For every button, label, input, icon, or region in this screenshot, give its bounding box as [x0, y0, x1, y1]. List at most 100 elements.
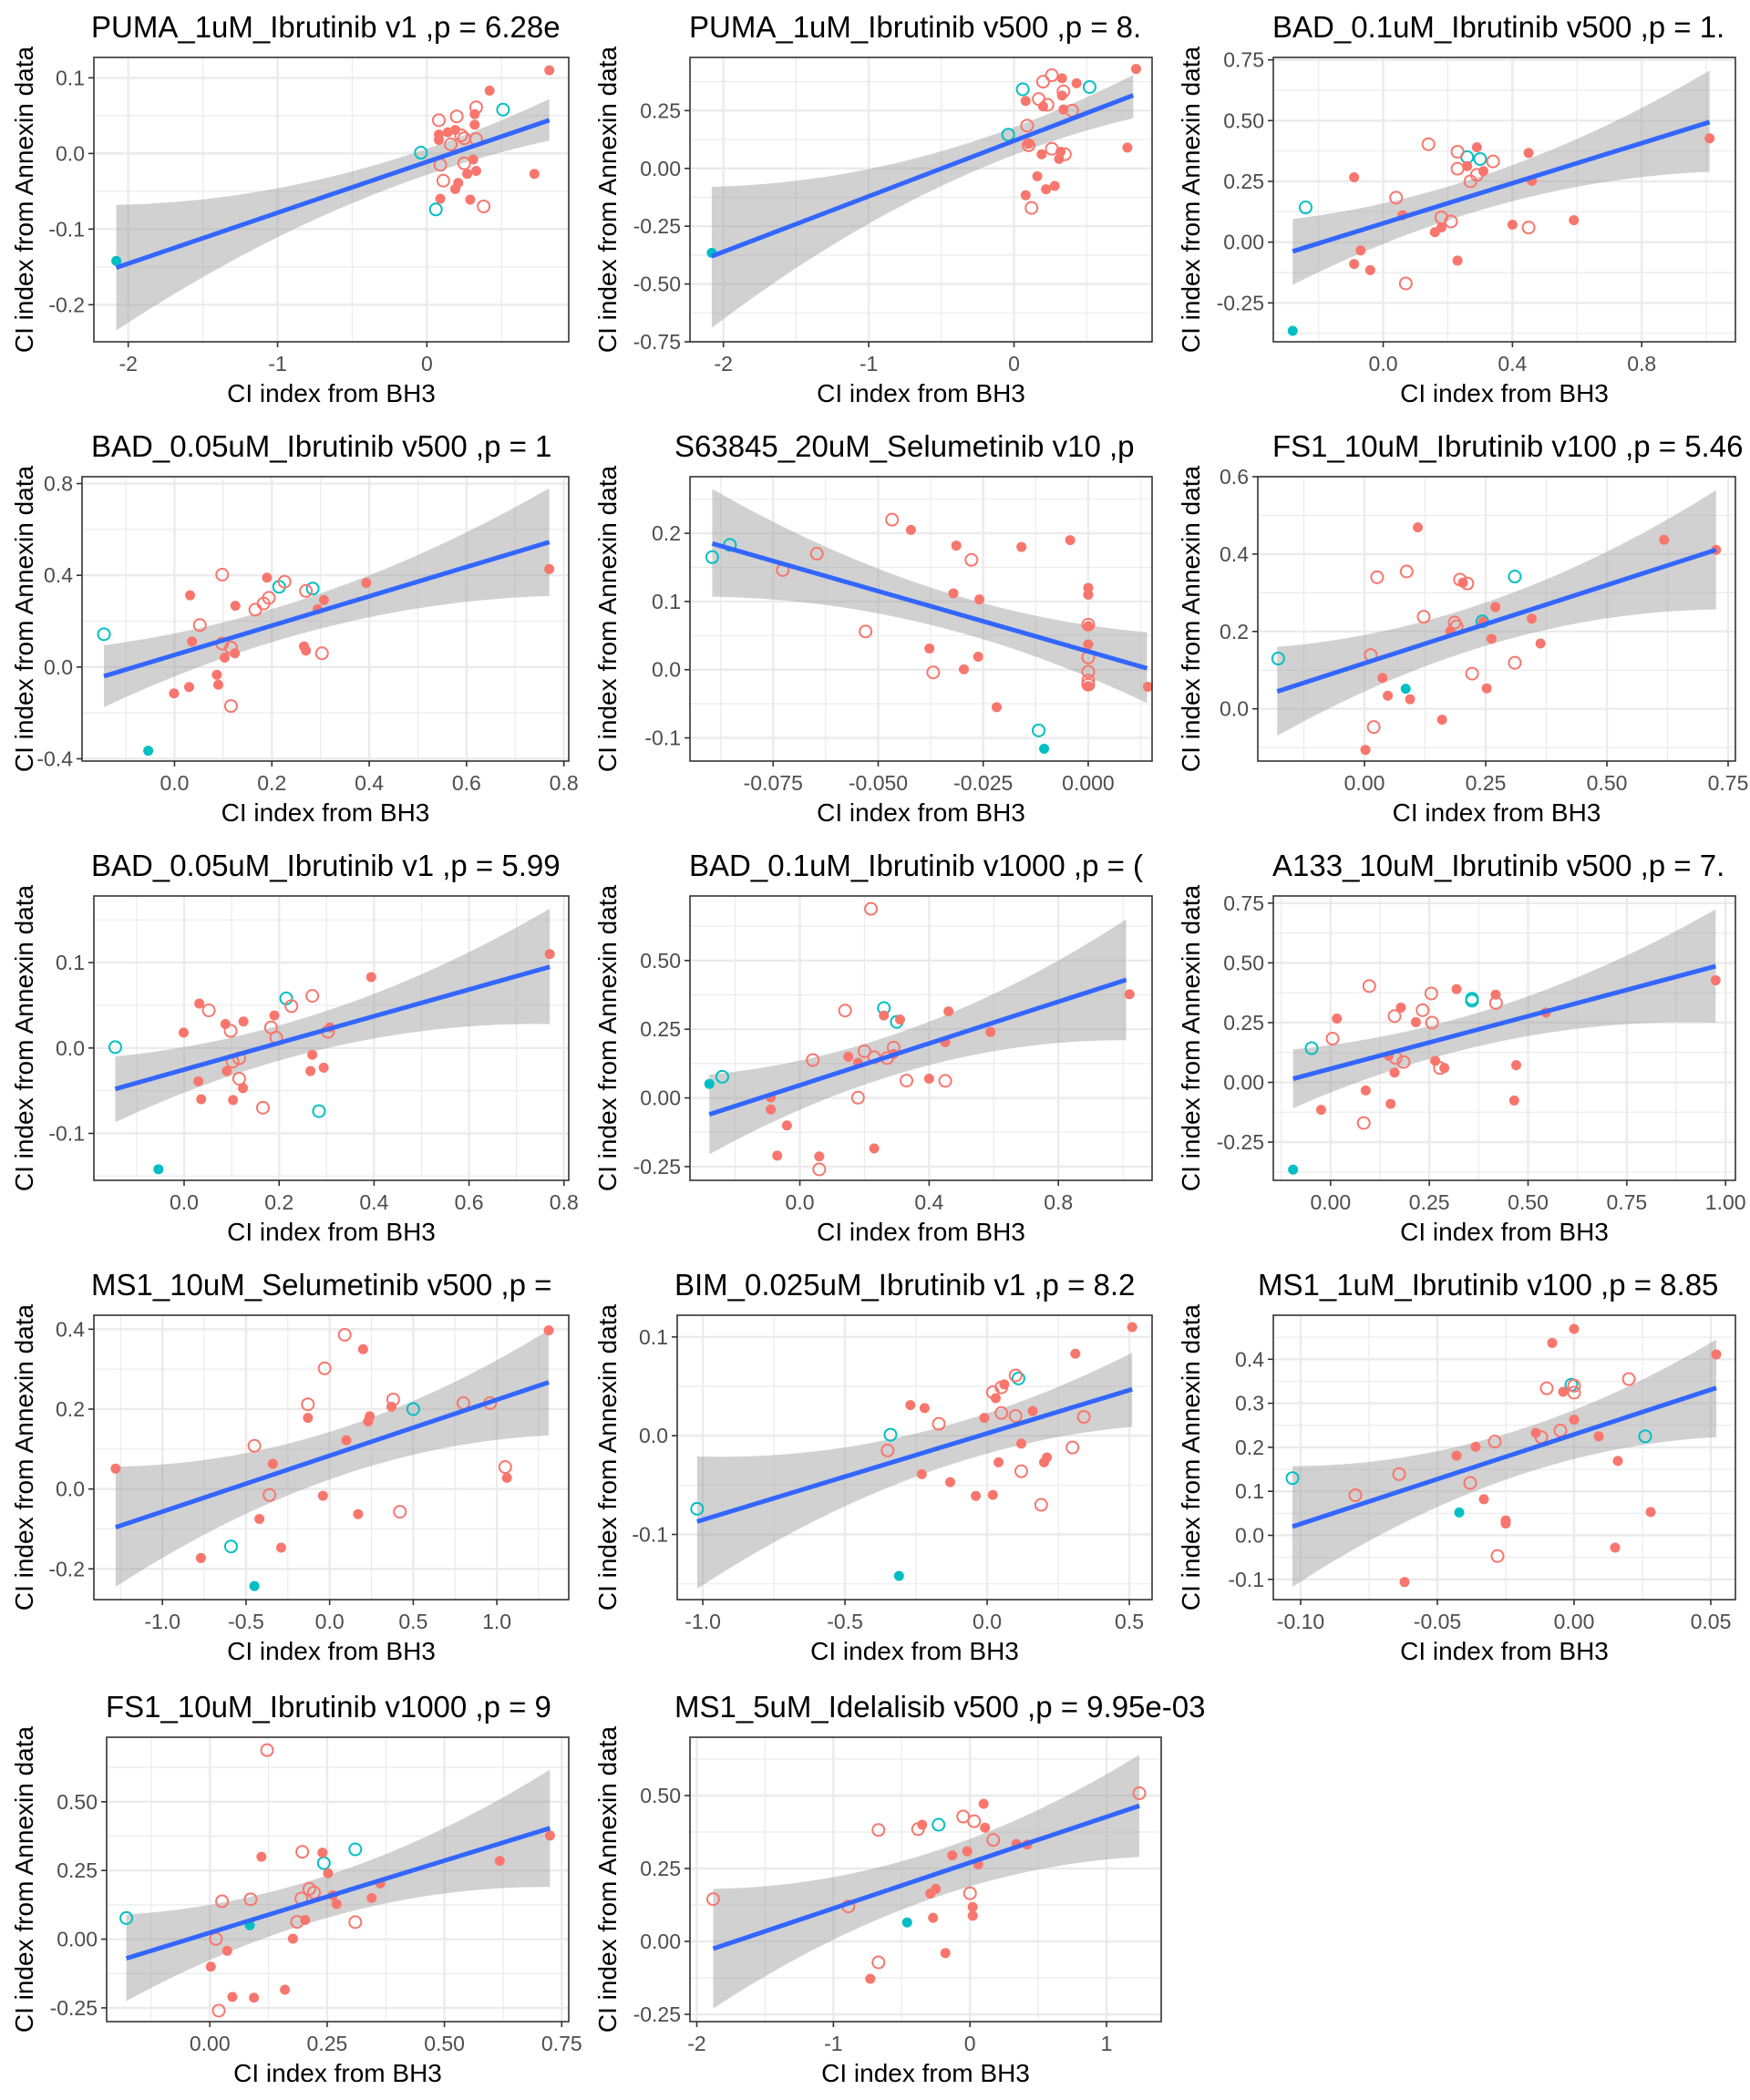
data-point — [110, 1463, 121, 1474]
data-point — [195, 1552, 206, 1563]
data-point — [1638, 1429, 1652, 1444]
regression-line — [1292, 119, 1711, 254]
y-tick-label: -0.25 — [633, 214, 681, 238]
data-point — [331, 1899, 342, 1910]
data-point — [1027, 1405, 1038, 1416]
panel-title: PUMA_1uM_Ibrutinib v500 ,p = 8. — [689, 10, 1141, 44]
data-point — [1488, 1435, 1502, 1449]
x-tick-label: 0.0 — [1369, 352, 1398, 376]
confidence-band — [1292, 70, 1710, 285]
x-tick-label: -1.0 — [144, 1610, 180, 1633]
data-point — [221, 1065, 232, 1076]
plot-border — [81, 476, 570, 762]
data-point — [1304, 1041, 1319, 1055]
y-tick-label: -0.25 — [1217, 1130, 1264, 1154]
data-point — [1424, 986, 1438, 1001]
data-point — [1142, 681, 1153, 692]
panel-5: -0.075 -0.050 -0.025 0.000 -0.1 0.0 0.1 0.2 CI i… — [593, 429, 1153, 827]
data-point — [1065, 1440, 1080, 1455]
confidence-band — [126, 1769, 551, 2002]
x-tick-label: 1.00 — [1705, 1190, 1746, 1214]
x-axis-title: CI index from BH3 — [233, 2059, 442, 2087]
data-point — [484, 86, 495, 97]
panel-8: 0.0 0.4 0.8 -0.25 0.00 0.25 0.50 CI index from … — [593, 849, 1153, 1246]
data-point — [715, 1069, 729, 1084]
x-tick-label: 0.50 — [1508, 1190, 1549, 1214]
y-axis-title: CI index from Annexin data — [593, 465, 622, 772]
y-axis-title: CI index from Annexin data — [10, 884, 38, 1191]
data-point — [967, 1814, 982, 1828]
data-point — [337, 1327, 352, 1342]
data-point — [1405, 694, 1415, 705]
data-point — [260, 1743, 274, 1757]
data-point — [223, 1024, 238, 1038]
x-tick-label: -0.5 — [228, 1610, 264, 1633]
data-point — [1454, 1507, 1465, 1518]
data-point — [1621, 1372, 1636, 1386]
data-point — [1439, 1063, 1450, 1074]
data-point — [1490, 602, 1501, 612]
data-point — [205, 1961, 216, 1972]
data-point — [985, 1026, 996, 1037]
data-point — [1500, 1518, 1511, 1529]
plot-border — [1272, 57, 1736, 343]
panel-10: -1.0 -0.5 0.0 0.5 1.0 -0.2 0.0 0.2 0.4 CI index f… — [10, 1268, 570, 1665]
data-point — [275, 1542, 286, 1553]
y-tick-label: 0.50 — [57, 1790, 98, 1814]
data-point — [1460, 576, 1475, 591]
data-point — [1478, 1494, 1489, 1505]
data-point — [1399, 564, 1414, 579]
confidence-band — [115, 1330, 549, 1587]
x-axis-title: CI index from BH3 — [1400, 1218, 1609, 1246]
data-point — [1710, 975, 1721, 986]
data-point — [501, 1472, 512, 1483]
y-tick-label: 0.25 — [1223, 1011, 1264, 1035]
data-point — [1508, 570, 1522, 584]
y-tick-label: 0.4 — [1220, 542, 1249, 566]
panel-1: -2 -1 0 -0.2 -0.1 0.0 0.1 CI index from BH3 CI i… — [10, 10, 570, 407]
y-tick-label: 0.2 — [1235, 1436, 1264, 1459]
data-point — [893, 1570, 904, 1581]
data-point — [1377, 673, 1388, 684]
data-point — [153, 1164, 164, 1175]
plot-border — [93, 895, 570, 1181]
y-tick-label: -0.2 — [48, 1557, 85, 1580]
y-axis-title: CI index from Annexin data — [593, 1303, 622, 1611]
x-tick-label: 0.25 — [1409, 1190, 1450, 1214]
y-tick-label: -0.25 — [633, 2002, 681, 2026]
data-point — [1082, 79, 1096, 94]
data-point — [843, 1051, 854, 1062]
x-tick-label: 0.000 — [1062, 771, 1115, 795]
data-point — [1349, 259, 1360, 270]
data-point — [111, 255, 122, 266]
x-tick-label: 0.00 — [1310, 1190, 1351, 1214]
panel-title: MS1_1uM_Ibrutinib v100 ,p = 8.85 — [1258, 1268, 1718, 1302]
data-point — [871, 1823, 886, 1838]
data-point — [1355, 245, 1366, 256]
data-point — [317, 1361, 332, 1375]
plot-border — [689, 1736, 1162, 2023]
plot-border — [676, 1314, 1153, 1601]
data-point — [919, 1403, 930, 1414]
panel-9: 0.00 0.25 0.50 0.75 1.00 -0.25 0.00 0.25 0.50 0.7… — [1177, 849, 1746, 1246]
y-axis-title: CI index from Annexin data — [1177, 1303, 1205, 1611]
data-point — [238, 1083, 249, 1094]
data-point — [974, 594, 985, 605]
data-point — [1008, 1368, 1023, 1383]
data-point — [348, 1842, 363, 1857]
plot-border — [1257, 476, 1736, 762]
data-point — [905, 524, 916, 535]
data-point — [284, 999, 299, 1014]
y-tick-label: 0.2 — [1220, 620, 1249, 643]
data-point — [262, 1488, 277, 1502]
data-point — [1349, 171, 1360, 182]
y-axis-title: CI index from Annexin data — [593, 884, 622, 1191]
data-point — [444, 137, 458, 151]
data-point — [215, 567, 230, 582]
y-tick-label: 0.00 — [640, 157, 681, 180]
y-tick-label: 0.50 — [640, 1784, 681, 1807]
data-point — [341, 1435, 352, 1446]
x-tick-label: 0.0 — [170, 1190, 199, 1214]
y-tick-label: 0.1 — [1235, 1479, 1264, 1503]
data-point — [1362, 979, 1376, 993]
